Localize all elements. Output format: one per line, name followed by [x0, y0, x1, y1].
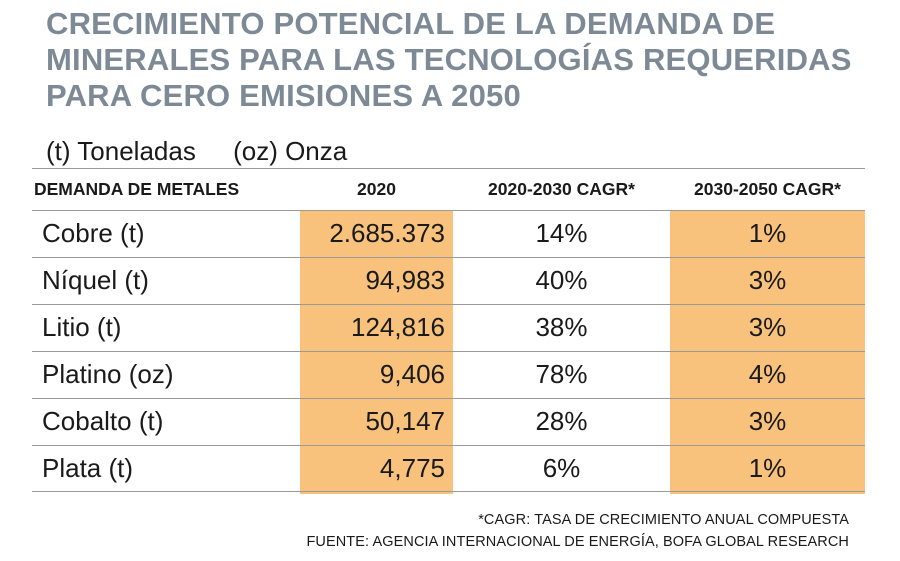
- cell-2020: 124,816: [351, 312, 445, 342]
- units-legend: (t) Toneladas (oz) Onza: [46, 136, 347, 166]
- cell-2020: 94,983: [365, 265, 445, 295]
- footnote-cagr: *CAGR: TASA DE CRECIMIENTO ANUAL COMPUES…: [478, 512, 849, 528]
- cell-2020: 50,147: [365, 406, 445, 436]
- cell-metal: Litio (t): [42, 312, 122, 342]
- cell-2020: 9,406: [379, 359, 445, 389]
- units-ounces: (oz) Onza: [233, 136, 348, 166]
- cell-metal: Cobre (t): [42, 218, 145, 248]
- table-row: Níquel (t) 94,983 40% 3%: [32, 257, 865, 304]
- cell-cagr-2030-2050: 3%: [748, 406, 787, 436]
- cell-2020: 2.685.373: [329, 218, 445, 248]
- cell-cagr-2020-2030: 78%: [535, 359, 588, 389]
- cell-cagr-2030-2050: 1%: [748, 453, 787, 483]
- table-rule: [32, 257, 865, 258]
- cell-cagr-2020-2030: 40%: [535, 265, 588, 295]
- table-rule: [32, 351, 865, 352]
- cell-cagr-2020-2030: 14%: [535, 218, 588, 248]
- cell-cagr-2020-2030: 6%: [542, 453, 581, 483]
- table-row: Platino (oz) 9,406 78% 4%: [32, 351, 865, 398]
- table-header: DEMANDA DE METALES 2020 2020-2030 CAGR* …: [32, 168, 865, 210]
- chart-title: CRECIMIENTO POTENCIAL DE LA DEMANDA DE M…: [46, 6, 852, 113]
- cell-2020: 4,775: [379, 453, 445, 483]
- header-cagr-2030-2050: 2030-2050 CAGR*: [694, 179, 841, 199]
- table-row: Cobre (t) 2.685.373 14% 1%: [32, 210, 865, 257]
- table-row: Plata (t) 4,775 6% 1%: [32, 445, 865, 492]
- cell-cagr-2030-2050: 3%: [748, 312, 787, 342]
- cell-cagr-2020-2030: 38%: [535, 312, 588, 342]
- table-rule: [32, 445, 865, 446]
- table-rule: [32, 398, 865, 399]
- cell-metal: Plata (t): [42, 453, 134, 483]
- cell-metal: Platino (oz): [42, 359, 174, 389]
- header-metal: DEMANDA DE METALES: [34, 179, 240, 199]
- table-row: Litio (t) 124,816 38% 3%: [32, 304, 865, 351]
- footnote-source: FUENTE: AGENCIA INTERNACIONAL DE ENERGÍA…: [306, 534, 849, 550]
- table-rule: [32, 491, 865, 492]
- table-row: Cobalto (t) 50,147 28% 3%: [32, 398, 865, 445]
- cell-metal: Níquel (t): [42, 265, 149, 295]
- table-rule: [32, 304, 865, 305]
- cell-cagr-2030-2050: 4%: [748, 359, 787, 389]
- cell-cagr-2030-2050: 1%: [748, 218, 787, 248]
- units-tonnes: (t) Toneladas: [46, 136, 196, 166]
- header-2020: 2020: [357, 179, 396, 199]
- demand-table: DEMANDA DE METALES 2020 2020-2030 CAGR* …: [32, 168, 865, 494]
- cell-metal: Cobalto (t): [42, 406, 164, 436]
- table-rule: [32, 168, 865, 169]
- cell-cagr-2020-2030: 28%: [535, 406, 588, 436]
- cell-cagr-2030-2050: 3%: [748, 265, 787, 295]
- table-rule: [32, 210, 865, 211]
- header-cagr-2020-2030: 2020-2030 CAGR*: [488, 179, 635, 199]
